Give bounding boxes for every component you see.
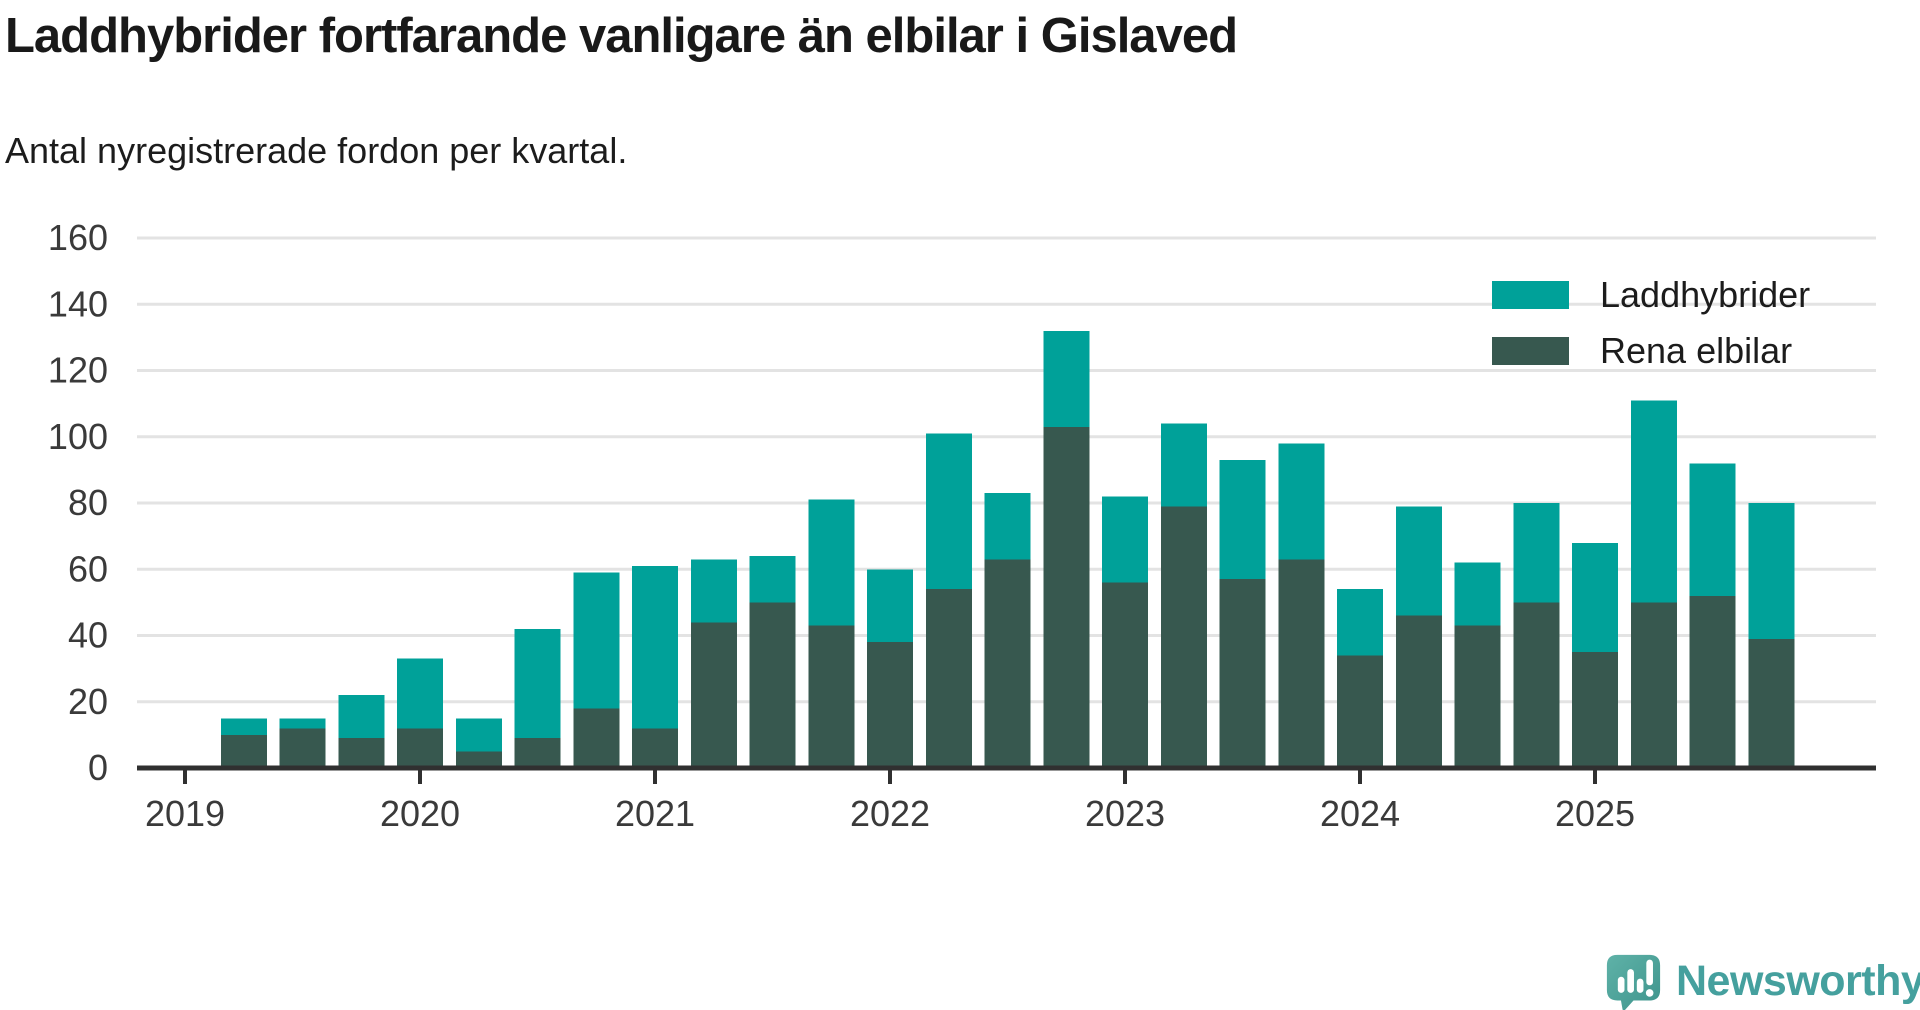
y-tick-label-40: 40 xyxy=(68,615,108,656)
bar-rena-elbilar-2020-Q2 xyxy=(455,751,502,768)
bar-laddhybrider-2022-Q2 xyxy=(925,433,972,590)
bar-laddhybrider-2025-Q4 xyxy=(1748,503,1795,639)
bar-laddhybrider-2020-Q1 xyxy=(397,658,443,729)
y-tick-label-60: 60 xyxy=(68,548,108,589)
bar-laddhybrider-2025-Q3 xyxy=(1689,463,1736,596)
bar-glyph-3 xyxy=(1636,978,1644,993)
exclamation-dot-glyph xyxy=(1645,989,1654,997)
bar-laddhybrider-2024-Q2 xyxy=(1395,506,1442,616)
bar-laddhybrider-2025-Q1 xyxy=(1572,542,1618,653)
bar-laddhybrider-2023-Q4 xyxy=(1278,443,1325,560)
bar-laddhybrider-2022-Q1 xyxy=(867,569,913,643)
bar-rena-elbilar-2024-Q1 xyxy=(1337,655,1383,768)
bar-rena-elbilar-2025-Q3 xyxy=(1689,595,1736,768)
y-tick-label-0: 0 xyxy=(88,747,108,788)
bar-laddhybrider-2022-Q3 xyxy=(984,493,1031,560)
bar-rena-elbilar-2022-Q1 xyxy=(867,642,913,768)
x-tick-label-2024: 2024 xyxy=(1320,793,1400,834)
newsworthy-brand: Newsworthy xyxy=(1605,953,1920,1010)
bar-laddhybrider-2023-Q3 xyxy=(1219,459,1266,580)
bar-laddhybrider-2023-Q1 xyxy=(1102,496,1148,583)
bar-laddhybrider-2019-Q3 xyxy=(279,718,326,729)
bar-laddhybrider-2025-Q2 xyxy=(1630,400,1677,603)
newsworthy-wordmark: Newsworthy xyxy=(1676,957,1920,1005)
bar-rena-elbilar-2021-Q3 xyxy=(749,602,796,768)
bar-laddhybrider-2019-Q2 xyxy=(220,718,267,735)
bar-glyph-1 xyxy=(1617,976,1625,993)
legend-label-rena-elbilar: Rena elbilar xyxy=(1600,330,1793,371)
bar-laddhybrider-2019-Q4 xyxy=(338,695,385,739)
bar-rena-elbilar-2021-Q4 xyxy=(808,625,855,768)
newsworthy-logo-icon xyxy=(1606,954,1661,1010)
legend-label-laddhybrider: Laddhybrider xyxy=(1600,274,1811,315)
bar-rena-elbilar-2022-Q4 xyxy=(1043,426,1090,768)
bar-laddhybrider-2024-Q4 xyxy=(1513,503,1560,603)
bar-rena-elbilar-2021-Q1 xyxy=(632,728,678,768)
y-tick-label-120: 120 xyxy=(48,350,108,391)
y-tick-label-140: 140 xyxy=(48,283,108,324)
bar-laddhybrider-2021-Q1 xyxy=(632,565,678,729)
bar-laddhybrider-2024-Q1 xyxy=(1337,589,1383,656)
x-tick-label-2020: 2020 xyxy=(380,793,460,834)
bar-rena-elbilar-2023-Q2 xyxy=(1160,506,1207,768)
bar-rena-elbilar-2020-Q4 xyxy=(573,708,620,768)
x-tick-label-2021: 2021 xyxy=(615,793,695,834)
bar-rena-elbilar-2024-Q4 xyxy=(1513,602,1560,768)
x-tick-label-2025: 2025 xyxy=(1555,793,1635,834)
bar-rena-elbilar-2022-Q2 xyxy=(925,589,972,768)
legend-item-laddhybrider: Laddhybrider xyxy=(1492,274,1811,315)
x-tick-label-2019: 2019 xyxy=(145,793,225,834)
x-tick-label-2023: 2023 xyxy=(1085,793,1165,834)
bar-rena-elbilar-2023-Q1 xyxy=(1102,582,1148,768)
bar-rena-elbilar-2023-Q4 xyxy=(1278,559,1325,768)
y-tick-label-80: 80 xyxy=(68,482,108,523)
bar-laddhybrider-2020-Q4 xyxy=(573,572,620,709)
legend: Laddhybrider Rena elbilar xyxy=(1492,274,1811,393)
exclamation-bar-glyph xyxy=(1646,959,1653,986)
page-subtitle: Antal nyregistrerade fordon per kvartal. xyxy=(5,130,628,171)
bar-rena-elbilar-2022-Q3 xyxy=(984,559,1031,768)
bar-rena-elbilar-2025-Q1 xyxy=(1572,652,1618,768)
bar-rena-elbilar-2020-Q1 xyxy=(397,728,443,768)
legend-swatch-rena-elbilar xyxy=(1492,337,1569,365)
bar-rena-elbilar-2020-Q3 xyxy=(514,738,561,768)
bar-rena-elbilar-2023-Q3 xyxy=(1219,579,1266,768)
bar-glyph-2 xyxy=(1627,969,1634,993)
bar-rena-elbilar-2019-Q3 xyxy=(279,728,326,768)
bar-rena-elbilar-2024-Q3 xyxy=(1454,625,1501,768)
bar-rena-elbilar-2019-Q2 xyxy=(220,734,267,768)
x-tick-label-2022: 2022 xyxy=(850,793,930,834)
bar-rena-elbilar-2025-Q2 xyxy=(1630,602,1677,768)
bar-laddhybrider-2020-Q3 xyxy=(514,628,561,739)
legend-swatch-laddhybrider xyxy=(1492,281,1569,309)
bar-laddhybrider-2021-Q2 xyxy=(690,559,737,623)
y-tick-label-20: 20 xyxy=(68,681,108,722)
bar-laddhybrider-2021-Q4 xyxy=(808,499,855,626)
bar-rena-elbilar-2021-Q2 xyxy=(690,622,737,768)
bar-rena-elbilar-2024-Q2 xyxy=(1395,615,1442,768)
y-tick-label-100: 100 xyxy=(48,416,108,457)
bar-laddhybrider-2022-Q4 xyxy=(1043,330,1090,427)
page-title: Laddhybrider fortfarande vanligare än el… xyxy=(5,9,1238,63)
legend-item-rena-elbilar: Rena elbilar xyxy=(1492,330,1810,371)
bar-rena-elbilar-2025-Q4 xyxy=(1748,638,1795,768)
bar-laddhybrider-2024-Q3 xyxy=(1454,562,1501,626)
bar-laddhybrider-2023-Q2 xyxy=(1160,423,1207,507)
bar-laddhybrider-2020-Q2 xyxy=(455,718,502,752)
bar-rena-elbilar-2019-Q4 xyxy=(338,738,385,768)
y-tick-label-160: 160 xyxy=(48,217,108,258)
bar-laddhybrider-2021-Q3 xyxy=(749,556,796,603)
